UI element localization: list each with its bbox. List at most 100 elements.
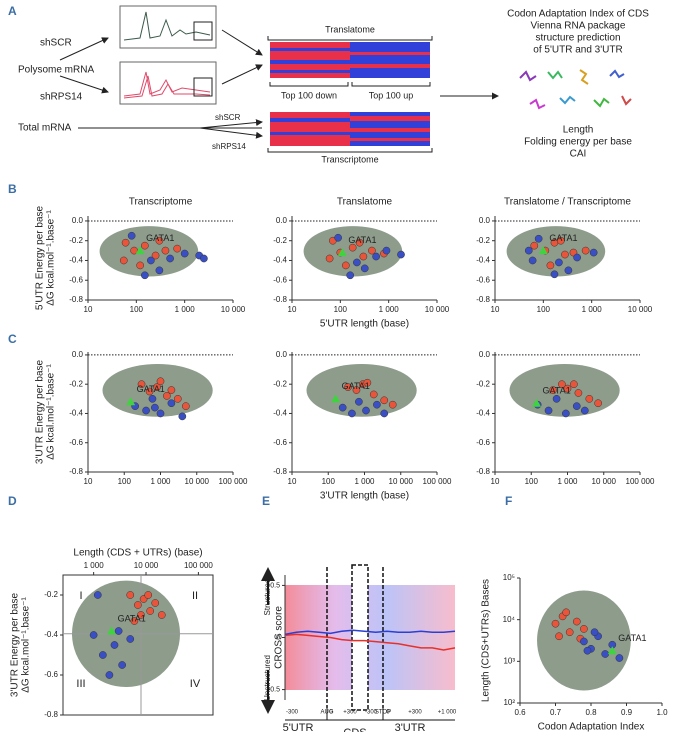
- point: [127, 231, 136, 240]
- point: [562, 608, 571, 617]
- x-tick-label: 1 000: [175, 305, 196, 314]
- label: Top 100 up: [369, 90, 414, 100]
- x-tick-label: 100: [322, 477, 336, 486]
- point: [346, 271, 355, 280]
- point: [167, 399, 176, 408]
- x-tick-label: 10 000: [592, 477, 617, 486]
- point: [151, 599, 160, 607]
- heatmap: [270, 112, 430, 146]
- point: [573, 253, 581, 262]
- y-tick-label: -0.4: [44, 630, 58, 639]
- label: shRPS14: [212, 142, 246, 151]
- region-label: CDS: [343, 727, 366, 732]
- point: [161, 246, 170, 255]
- y-tick-label: -0.6: [476, 438, 490, 447]
- x-tick-label: 100: [334, 305, 348, 314]
- x-tick-label: 0: [329, 710, 333, 716]
- y-tick-label: 0.0: [276, 350, 288, 359]
- point: [155, 266, 164, 275]
- point: [585, 394, 594, 403]
- chart-title: Length (CDS + UTRs) (base): [73, 548, 202, 559]
- x-tick-label: 100 000: [423, 477, 452, 486]
- y-axis-label: ΔG kcal.mol⁻¹.base⁻¹: [46, 210, 57, 306]
- x-tick-label: 10: [491, 477, 500, 486]
- y-tick-label: 0: [276, 634, 280, 641]
- boundary: [326, 567, 384, 708]
- scatter-chart: 0.6 0.7 0.8 0.9 1.0 10² 10³ 10⁴ 10⁵ GATA1 Codon Ad…: [481, 573, 668, 732]
- x-tick-label: -300: [365, 710, 378, 716]
- label: CAI: [570, 149, 587, 160]
- arrow: [199, 119, 263, 129]
- y-tick-label: 0.0: [276, 216, 288, 225]
- point: [325, 254, 334, 263]
- y-tick-label: -0.8: [69, 467, 83, 476]
- box: [193, 77, 213, 97]
- point: [344, 383, 352, 391]
- point: [382, 246, 391, 255]
- point: [163, 392, 171, 400]
- panel-label: D: [8, 494, 17, 508]
- label: Top 100 down: [281, 90, 337, 100]
- point: [146, 607, 155, 615]
- point: [147, 256, 155, 265]
- point: [544, 406, 553, 415]
- point: [105, 671, 114, 679]
- point: [167, 386, 176, 394]
- point: [564, 266, 573, 275]
- panel-label: C: [8, 332, 17, 346]
- arrow: [59, 75, 109, 94]
- scatter-chart: 10 100 1 000 10 000 100 000 0.0 -0.2 -0.4 -0.6 -0…: [476, 350, 655, 486]
- point: [594, 399, 602, 408]
- y-tick-label: -0.6: [273, 275, 287, 284]
- x-tick-label: 10 000: [221, 305, 246, 314]
- point: [355, 238, 364, 247]
- y-axis-label: ΔG kcal.mol⁻¹.base⁻¹: [46, 364, 57, 460]
- mean-line: [284, 629, 456, 636]
- point: [353, 258, 361, 267]
- point: [555, 632, 563, 641]
- point: [341, 261, 350, 270]
- y-axis-label: 3'UTR Energy per base: [10, 592, 21, 697]
- point: [372, 252, 380, 261]
- x-tick-label: 10 000: [425, 305, 450, 314]
- point: [173, 394, 182, 403]
- mean-line: [284, 633, 456, 651]
- annotation: GATA1: [137, 384, 165, 394]
- arrow: [221, 29, 263, 56]
- annotation: GATA1: [146, 233, 174, 243]
- marker: [337, 248, 347, 257]
- region-bracket: [285, 706, 455, 721]
- label: Transcriptome: [321, 154, 378, 164]
- y-tick-label: -0.5: [268, 686, 280, 693]
- x-tick-label: 1 000: [150, 477, 171, 486]
- point: [601, 650, 610, 658]
- annotation: GATA1: [342, 381, 370, 391]
- scatter-chart: 10 100 1 000 10 000 0.0 -0.2 -0.4 -0.6 -0.8 GATA1…: [35, 197, 246, 314]
- y-tick-label: -0.2: [273, 236, 287, 245]
- point: [89, 631, 98, 639]
- point: [126, 635, 135, 643]
- y-annotation: Structured: [263, 579, 272, 616]
- y-axis-label: ΔG kcal.mol⁻¹.base⁻¹: [21, 597, 32, 693]
- chart-title: Transcriptome: [129, 197, 193, 208]
- y-tick-label: 0.0: [479, 216, 491, 225]
- point: [572, 617, 581, 626]
- chart-title: Translatome: [337, 197, 393, 208]
- point: [352, 386, 361, 394]
- annotation: GATA1: [549, 233, 577, 243]
- profile-box: [119, 61, 217, 105]
- x-tick-label: 0.8: [585, 708, 597, 717]
- x-tick-label: 1 000: [582, 305, 603, 314]
- arrow: [199, 127, 263, 139]
- point: [546, 261, 555, 270]
- point: [180, 249, 189, 258]
- y-tick-label: -0.6: [69, 275, 83, 284]
- point: [348, 243, 357, 252]
- point: [574, 389, 583, 397]
- x-tick-label: 100 000: [626, 477, 655, 486]
- point: [534, 234, 543, 243]
- x-tick-label: 0: [386, 710, 390, 716]
- y-tick-label: 0.5: [270, 582, 280, 589]
